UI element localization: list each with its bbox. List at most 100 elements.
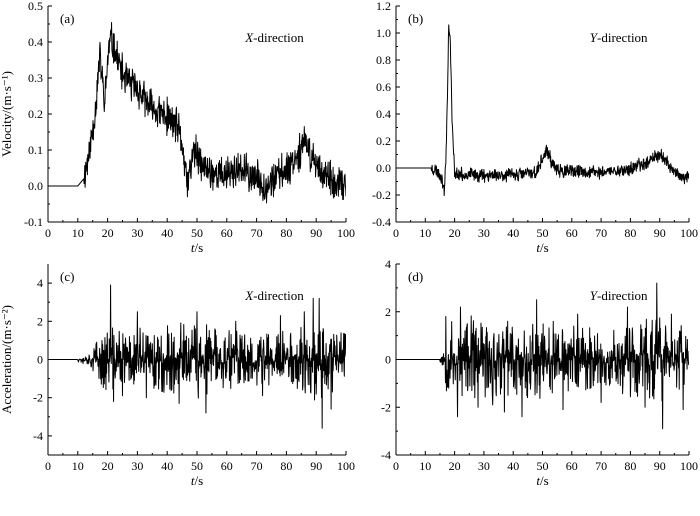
- panel-label: (a): [60, 11, 74, 26]
- panel-d: 0 10 20 30 40 50 60 70 80 90 100 -4 -2 0 2 4 (d) Y-direct…: [381, 257, 698, 488]
- x-tick-label: 80: [280, 459, 292, 473]
- y-tick-label: 0.8: [376, 53, 391, 67]
- y-tick-label: 0: [37, 353, 43, 367]
- series-line-d: [396, 282, 689, 430]
- direction-suffix: -direction: [597, 288, 648, 303]
- x-tick-label: 30: [131, 459, 143, 473]
- x-tick-label: 100: [337, 459, 355, 473]
- y-tick-label: 4: [385, 257, 391, 271]
- x-tick-label: 50: [537, 459, 549, 473]
- x-axis-title-symbol: t: [191, 240, 195, 255]
- x-tick-label: 60: [221, 226, 233, 240]
- x-tick-label: 80: [624, 226, 636, 240]
- x-tick-label: 70: [251, 226, 263, 240]
- x-tick-label: 0: [393, 226, 399, 240]
- x-tick-label: 70: [251, 459, 263, 473]
- x-axis-title-unit: /s: [194, 240, 203, 255]
- series-line-c: [48, 284, 346, 429]
- x-tick-label: 100: [337, 226, 355, 240]
- y-tick-label: -0.1: [24, 215, 43, 229]
- y-tick-label: 0.3: [28, 71, 43, 85]
- x-tick-label: 30: [478, 459, 490, 473]
- x-axis-title-unit: /s: [194, 473, 203, 488]
- x-axis-title-symbol: t: [536, 473, 540, 488]
- x-tick-label: 30: [478, 226, 490, 240]
- x-axis-title: t/s: [536, 240, 548, 255]
- panel-c: 0 10 20 30 40 50 60 70 80 90 100 -4 -2 0 2 4 (c) X-direct…: [0, 264, 355, 488]
- x-tick-label: 40: [161, 459, 173, 473]
- panel-a: 0 10 20 30 40 50 60 70 80 90 100 -0.1 0.0 0.1 0.2 0.3 0.…: [0, 0, 355, 255]
- y-tick-label: -4: [33, 429, 43, 443]
- x-tick-label: 70: [595, 459, 607, 473]
- x-tick-label: 20: [102, 226, 114, 240]
- y-tick-label: 1.0: [376, 26, 391, 40]
- x-tick-label: 40: [507, 226, 519, 240]
- panel-b: 0 10 20 30 40 50 60 70 80 90 100 -0.4 -0.2 0.0 0.2 0.4 0…: [372, 0, 698, 255]
- y-tick-label: 0: [385, 353, 391, 367]
- x-tick-label: 90: [310, 226, 322, 240]
- y-tick-label: 0.0: [376, 161, 391, 175]
- y-tick-label: 4: [37, 276, 43, 290]
- x-tick-label: 50: [537, 226, 549, 240]
- y-tick-label: 1.2: [376, 0, 391, 13]
- x-tick-label: 40: [161, 226, 173, 240]
- x-tick-label: 20: [102, 459, 114, 473]
- x-tick-label: 90: [310, 459, 322, 473]
- x-tick-label: 90: [654, 459, 666, 473]
- direction-suffix: -direction: [253, 30, 304, 45]
- y-tick-label: 0.2: [376, 134, 391, 148]
- x-tick-label: 20: [449, 459, 461, 473]
- x-tick-label: 100: [680, 459, 698, 473]
- x-tick-label: 20: [449, 226, 461, 240]
- y-axis-title: Acceleration/(m·s⁻²): [0, 305, 14, 414]
- x-tick-label: 60: [221, 459, 233, 473]
- panel-label: (c): [60, 269, 74, 284]
- y-tick-label: -0.4: [372, 215, 391, 229]
- y-tick-label: 2: [37, 314, 43, 328]
- y-tick-label: -4: [381, 448, 391, 462]
- direction-suffix: -direction: [253, 288, 304, 303]
- y-tick-label: 2: [385, 305, 391, 319]
- x-tick-label: 80: [624, 459, 636, 473]
- panel-label: (b): [408, 11, 423, 26]
- y-tick-label: 0.1: [28, 143, 43, 157]
- direction-suffix: -direction: [597, 30, 648, 45]
- series-line-b: [396, 24, 689, 197]
- x-tick-label: 10: [419, 226, 431, 240]
- x-axis-title-symbol: t: [191, 473, 195, 488]
- x-tick-label: 50: [191, 226, 203, 240]
- y-tick-label: -2: [381, 400, 391, 414]
- direction-annotation: X-direction: [244, 288, 304, 303]
- x-axis-title-unit: /s: [540, 240, 549, 255]
- direction-annotation: X-direction: [244, 30, 304, 45]
- y-tick-label: 0.2: [28, 107, 43, 121]
- x-tick-label: 40: [507, 459, 519, 473]
- y-tick-label: 0.4: [376, 107, 391, 121]
- x-tick-label: 0: [45, 459, 51, 473]
- y-axis-title: Velocity/(m·s⁻¹): [0, 71, 14, 157]
- x-tick-label: 30: [131, 226, 143, 240]
- panel-label: (d): [408, 269, 423, 284]
- y-tick-label: 0.0: [28, 179, 43, 193]
- direction-axis-letter: X: [244, 30, 254, 45]
- x-tick-label: 90: [654, 226, 666, 240]
- direction-annotation: Y-direction: [590, 30, 648, 45]
- direction-annotation: Y-direction: [590, 288, 648, 303]
- x-axis-title-symbol: t: [536, 240, 540, 255]
- x-tick-label: 100: [680, 226, 698, 240]
- x-tick-label: 50: [191, 459, 203, 473]
- x-tick-label: 10: [419, 459, 431, 473]
- x-axis-title: t/s: [191, 473, 203, 488]
- y-tick-label: 0.5: [28, 0, 43, 13]
- x-tick-label: 70: [595, 226, 607, 240]
- series-line-a: [48, 22, 346, 204]
- x-tick-label: 60: [566, 459, 578, 473]
- x-tick-label: 10: [72, 459, 84, 473]
- x-tick-label: 60: [566, 226, 578, 240]
- y-tick-label: -2: [33, 391, 43, 405]
- y-tick-label: 0.4: [28, 35, 43, 49]
- x-axis-title-unit: /s: [540, 473, 549, 488]
- direction-axis-letter: Y: [590, 288, 599, 303]
- x-tick-label: 0: [393, 459, 399, 473]
